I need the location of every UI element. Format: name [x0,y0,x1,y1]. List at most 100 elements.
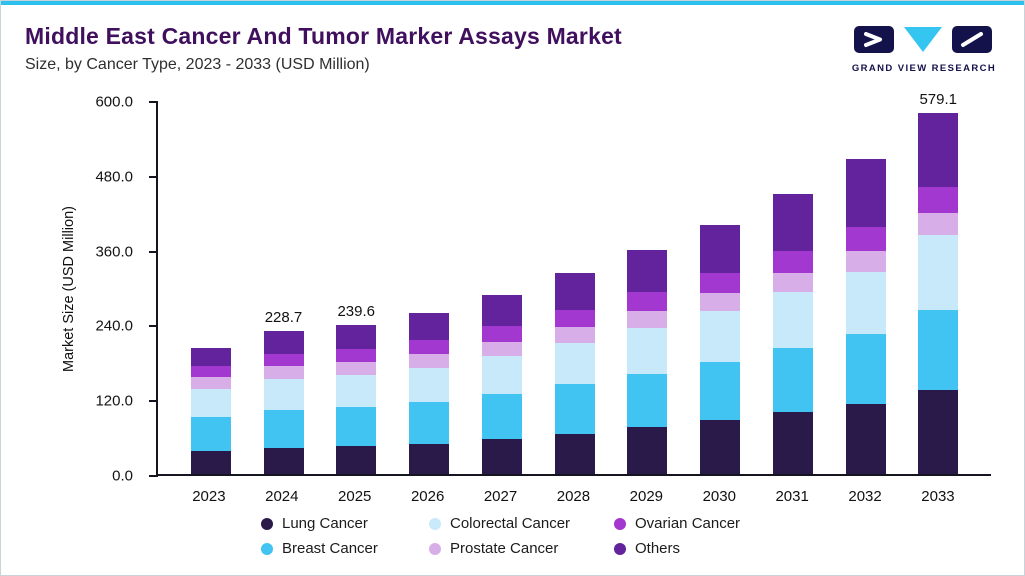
bar-segment-others [918,113,959,188]
bar-segment-lung-cancer [263,447,304,474]
bar-segment-prostate-cancer [554,326,595,343]
bar-stack-2031 [772,193,813,474]
bar-segment-lung-cancer [336,446,377,474]
bar-segment-prostate-cancer [190,376,231,389]
bar-segment-others [627,250,668,293]
x-axis-label-2031: 2031 [775,488,809,505]
y-tick-label-360: 360.0 [95,243,133,261]
bar-segment-colorectal-cancer [700,311,740,362]
legend-marker-prostate-cancer [429,542,441,555]
bar-segment-colorectal-cancer [554,342,595,385]
y-axis: 600.0 480.0 360.0 240.0 120.0 0.0 [1,94,149,485]
bar-segment-lung-cancer [190,450,231,474]
y-tick-mark [149,175,158,178]
bar-segment-breast-cancer [409,402,449,444]
y-tick-mark [149,400,158,403]
x-axis-label-2032: 2032 [848,488,882,505]
bar-segment-ovarian-cancer [700,273,740,294]
brand-logo: GRAND VIEW RESEARCH [850,25,998,74]
bar-segment-ovarian-cancer [554,310,595,327]
y-tick-mark [149,475,158,477]
bar-column-2032 [845,102,886,474]
bar-segment-ovarian-cancer [772,250,813,273]
bar-segment-others [481,295,522,327]
bar-stack-2026 [409,313,449,474]
legend-marker-colorectal-cancer [429,517,441,530]
bar-segment-lung-cancer [918,389,959,474]
bar-stack-2032 [845,159,886,474]
bar-segment-prostate-cancer [918,212,959,236]
bar-segment-colorectal-cancer [263,379,304,411]
bar-segment-ovarian-cancer [918,187,959,213]
bar-segment-colorectal-cancer [918,235,959,311]
bar-segment-ovarian-cancer [481,326,522,342]
legend-item-ovarian-cancer: Ovarian Cancer [614,515,764,532]
bar-column-2029 [627,102,668,474]
bar-segment-breast-cancer [918,310,959,390]
bar-segment-lung-cancer [700,420,740,474]
x-axis-label-2030: 2030 [702,488,736,505]
bar-segment-colorectal-cancer [336,375,377,408]
legend-item-lung-cancer: Lung Cancer [261,515,429,532]
bars: 228.7 239.6 579.1 [158,91,991,474]
legend-marker-others [614,542,626,555]
bar-segment-prostate-cancer [772,272,813,293]
bar-segment-lung-cancer [554,433,595,474]
y-tick-label-240: 240.0 [95,317,133,335]
bar-segment-others [554,273,595,311]
bar-segment-ovarian-cancer [845,226,886,251]
bar-segment-lung-cancer [845,404,886,474]
top-accent-strip [1,1,1024,5]
bar-column-2031 [772,102,813,474]
bar-segment-colorectal-cancer [190,388,231,417]
bar-segment-colorectal-cancer [481,356,522,395]
bar-segment-others [409,313,449,340]
bar-segment-ovarian-cancer [190,365,231,377]
bar-segment-breast-cancer [627,373,668,428]
bar-segment-others [190,348,231,366]
y-tick-label-120: 120.0 [95,392,133,410]
bar-segment-lung-cancer [772,412,813,474]
y-tick-label-480: 480.0 [95,168,133,186]
bar-stack-2024 [263,331,304,474]
bar-segment-breast-cancer [554,384,595,434]
x-axis-label-2025: 2025 [338,488,372,505]
bar-segment-breast-cancer [263,410,304,448]
bar-segment-prostate-cancer [409,353,449,368]
bar-total-label-2025: 239.6 [337,302,376,320]
legend: Lung Cancer Colorectal Cancer Ovarian Canc… [261,515,764,557]
bar-segment-lung-cancer [409,443,449,474]
legend-item-colorectal-cancer: Colorectal Cancer [429,515,614,532]
chart-header: Middle East Cancer And Tumor Marker Assa… [25,23,622,74]
bar-total-label-2033: 579.1 [919,91,958,109]
y-tick-mark [149,250,158,253]
bar-segment-others [263,331,304,354]
bar-segment-others [700,224,740,274]
legend-wrap: Lung Cancer Colorectal Cancer Ovarian Canc… [1,515,1024,557]
x-axis-labels: 2023 2024 2025 2026 2027 2028 2029 2030 2031 2032… [156,488,991,505]
bar-column-2025: 239.6 [336,102,377,474]
bar-segment-prostate-cancer [845,250,886,272]
x-axis-label-2033: 2033 [921,488,955,505]
bar-segment-others [772,193,813,251]
plot-area: 228.7 239.6 579.1 [149,91,991,477]
x-axis-label-2028: 2028 [556,488,591,505]
bar-segment-breast-cancer [772,348,813,413]
bar-column-2027 [481,102,522,474]
legend-marker-lung-cancer [261,517,273,530]
legend-item-others: Others [614,540,764,557]
y-tick-mark [149,325,158,328]
bar-segment-others [336,324,377,349]
legend-label-colorectal-cancer: Colorectal Cancer [450,515,571,532]
bar-stack-2029 [627,250,668,474]
x-axis-label-2023: 2023 [192,488,226,505]
y-tick-label-0: 0.0 [112,467,133,485]
brand-logo-text: GRAND VIEW RESEARCH [851,63,997,74]
bar-column-2028 [554,102,595,474]
legend-label-ovarian-cancer: Ovarian Cancer [635,515,741,532]
bar-segment-breast-cancer [845,333,886,405]
bar-segment-lung-cancer [481,439,522,474]
bar-segment-lung-cancer [627,427,668,474]
bar-stack-2023 [190,348,231,474]
